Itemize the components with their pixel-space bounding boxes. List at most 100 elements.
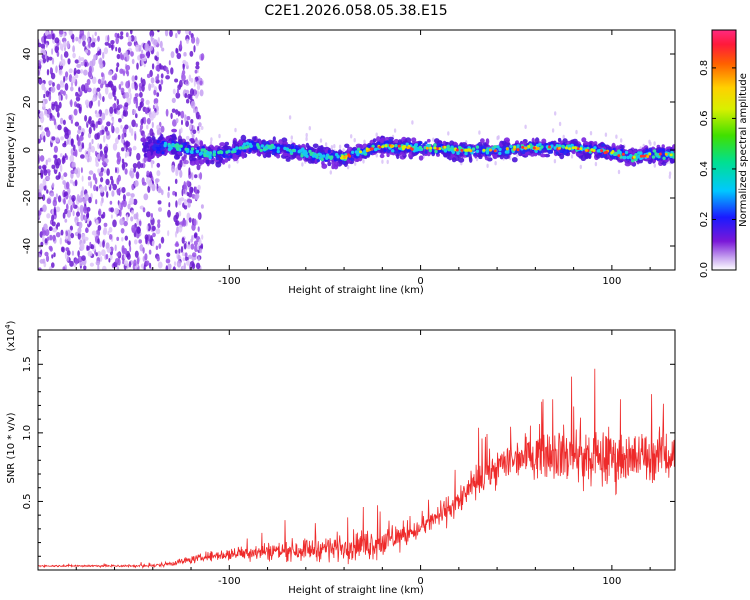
noise-blob bbox=[45, 90, 50, 98]
noise-blob bbox=[70, 119, 73, 124]
noise-blob bbox=[50, 86, 56, 93]
noise-blob bbox=[171, 97, 176, 104]
signal-blob bbox=[480, 138, 485, 144]
noise-blob bbox=[78, 106, 82, 114]
signal-core bbox=[333, 158, 337, 162]
noise-blob bbox=[62, 266, 66, 270]
noise-blob bbox=[135, 44, 139, 52]
noise-blob bbox=[59, 80, 63, 86]
y-tick-label: 1.0 bbox=[22, 425, 33, 441]
faint-blob bbox=[319, 138, 323, 143]
signal-core bbox=[659, 156, 664, 160]
noise-blob bbox=[123, 253, 126, 260]
noise-blob bbox=[182, 257, 186, 262]
noise-blob bbox=[42, 234, 45, 243]
colorbar: 0.0 0.2 0.4 0.6 0.8 Normalized spectral ampl… bbox=[699, 29, 749, 278]
noise-blob bbox=[133, 198, 138, 206]
faint-blob bbox=[305, 136, 308, 142]
signal-blob bbox=[386, 152, 390, 158]
noise-blob bbox=[77, 140, 81, 147]
faint-blob bbox=[308, 126, 311, 131]
noise-blob bbox=[41, 54, 45, 59]
noise-blob bbox=[80, 61, 85, 66]
noise-blob bbox=[198, 122, 202, 128]
noise-blob bbox=[184, 114, 187, 123]
noise-blob bbox=[76, 194, 80, 202]
noise-blob bbox=[95, 199, 98, 205]
noise-blob bbox=[56, 222, 61, 227]
signal-blob bbox=[312, 143, 319, 149]
noise-blob bbox=[52, 227, 57, 233]
noise-blob bbox=[158, 207, 162, 212]
noise-blob bbox=[58, 69, 63, 76]
noise-blob bbox=[136, 218, 140, 226]
signal-blob bbox=[320, 145, 324, 151]
signal-max bbox=[571, 146, 575, 150]
noise-blob bbox=[106, 168, 110, 176]
signal-peak bbox=[320, 154, 324, 159]
signal-core bbox=[383, 148, 387, 152]
noise-blob bbox=[111, 190, 115, 197]
noise-blob bbox=[115, 46, 118, 52]
signal-core bbox=[271, 151, 275, 156]
noise-blob bbox=[135, 171, 140, 180]
noise-blob bbox=[53, 252, 56, 258]
noise-blob bbox=[170, 51, 175, 59]
noise-blob bbox=[62, 142, 67, 148]
signal-blob bbox=[580, 154, 587, 161]
noise-blob bbox=[146, 170, 150, 176]
noise-blob bbox=[172, 119, 177, 127]
noise-blob bbox=[105, 178, 110, 186]
noise-blob bbox=[84, 193, 89, 202]
noise-blob bbox=[95, 252, 98, 257]
noise-blob bbox=[151, 225, 156, 231]
noise-blob bbox=[61, 175, 64, 181]
noise-blob bbox=[157, 261, 163, 269]
signal-peak bbox=[283, 146, 287, 151]
noise-blob bbox=[159, 40, 163, 49]
noise-blob bbox=[186, 191, 190, 197]
noise-blob bbox=[74, 257, 79, 265]
signal-max bbox=[467, 148, 471, 152]
noise-blob bbox=[74, 74, 79, 79]
faint-blob bbox=[553, 159, 557, 164]
noise-blob bbox=[92, 38, 97, 43]
noise-blob bbox=[42, 258, 46, 264]
noise-blob bbox=[104, 185, 108, 192]
signal-peak bbox=[357, 147, 361, 151]
noise-blob bbox=[193, 233, 197, 239]
noise-blob bbox=[95, 219, 99, 226]
signal-max bbox=[658, 152, 662, 156]
faint-blob bbox=[301, 162, 304, 167]
noise-blob bbox=[121, 187, 126, 194]
noise-blob bbox=[97, 50, 100, 56]
signal-core bbox=[505, 153, 509, 157]
noise-blob bbox=[157, 30, 160, 33]
noise-blob bbox=[105, 35, 108, 43]
noise-blob bbox=[116, 266, 120, 270]
noise-blob bbox=[106, 121, 111, 127]
noise-blob bbox=[43, 223, 48, 231]
noise-blob bbox=[143, 116, 147, 125]
signal-peak bbox=[190, 150, 194, 154]
noise-blob bbox=[51, 164, 56, 169]
noise-blob bbox=[43, 93, 46, 99]
noise-blob bbox=[134, 75, 138, 81]
snr-panel: -100 0 100 0.5 1.0 1.5 Height of straight li… bbox=[4, 320, 676, 596]
noise-blob bbox=[143, 156, 147, 163]
noise-blob bbox=[138, 220, 142, 225]
noise-blob bbox=[194, 69, 198, 74]
noise-blob bbox=[192, 252, 197, 258]
signal-core bbox=[187, 144, 191, 148]
noise-blob bbox=[121, 137, 125, 144]
signal-core bbox=[156, 147, 160, 151]
signal-core bbox=[342, 160, 346, 165]
faint-blob bbox=[432, 137, 435, 142]
noise-blob bbox=[165, 75, 171, 80]
noise-blob bbox=[59, 89, 64, 95]
signal-max bbox=[579, 147, 583, 151]
signal-max bbox=[438, 147, 442, 151]
noise-blob bbox=[55, 137, 60, 143]
noise-blob bbox=[184, 256, 189, 261]
signal-core bbox=[610, 155, 614, 159]
